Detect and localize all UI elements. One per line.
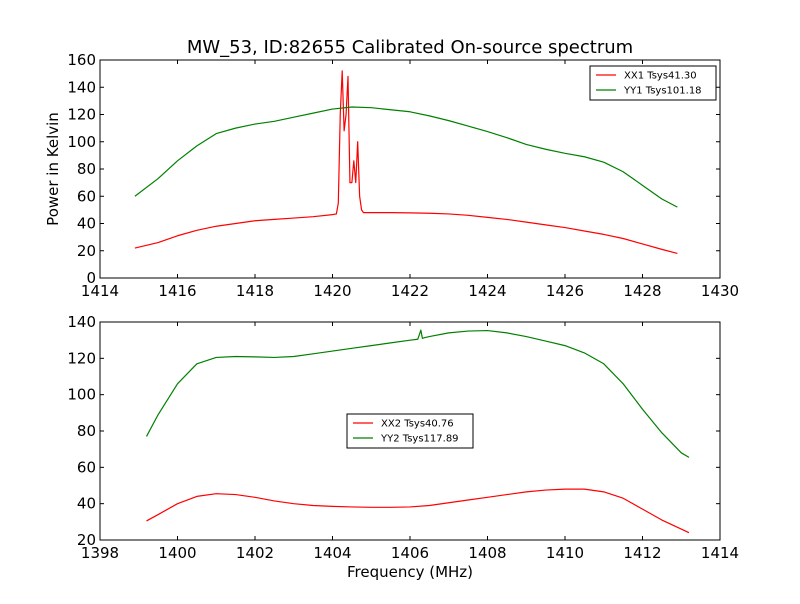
y-axis-label: Power in Kelvin — [44, 112, 62, 226]
legend-label-1: XX1 Tsys41.30 — [624, 71, 697, 82]
x-tick-label: 1416 — [158, 282, 196, 300]
y-tick-label: 20 — [77, 531, 96, 549]
legend-label-2: YY2 Tsys117.89 — [380, 434, 459, 445]
x-tick-label: 1412 — [623, 544, 661, 562]
series-line-2 — [145, 329, 690, 458]
y-tick-label: 140 — [67, 78, 96, 96]
x-tick-label: 1424 — [468, 282, 506, 300]
y-tick-label: 40 — [77, 495, 96, 513]
y-tick-label: 60 — [77, 458, 96, 476]
legend: XX2 Tsys40.76 YY2 Tsys117.89 — [346, 413, 474, 449]
series-line-1 — [146, 488, 690, 534]
x-tick-label: 1406 — [391, 544, 429, 562]
x-tick-label: 1408 — [468, 544, 506, 562]
chart-panel-1: 1414 1416 1418 1420 1422 1424 1426 1428 1430 0 20 4… — [44, 37, 739, 300]
x-tick-label: 1414 — [81, 282, 119, 300]
x-axis-label: Frequency (MHz) — [347, 563, 473, 581]
y-tick-label: 140 — [67, 313, 96, 331]
legend-box — [589, 65, 717, 101]
series-line-2 — [134, 106, 678, 208]
x-tick-label: 1430 — [701, 282, 739, 300]
y-tick-label: 100 — [67, 133, 96, 151]
legend-box — [346, 413, 474, 449]
y-tick-label: 120 — [67, 349, 96, 367]
x-tick-label: 1418 — [236, 282, 274, 300]
y-tick-label: 60 — [77, 187, 96, 205]
legend: XX1 Tsys41.30 YY1 Tsys101.18 — [589, 65, 717, 101]
y-tick-label: 160 — [67, 51, 96, 69]
x-tick-label: 1410 — [546, 544, 584, 562]
legend-label-1: XX2 Tsys40.76 — [381, 419, 454, 430]
y-tick-label: 100 — [67, 386, 96, 404]
y-tick-label: 80 — [77, 422, 96, 440]
y-tick-label: 40 — [77, 215, 96, 233]
legend-label-2: YY1 Tsys101.18 — [623, 86, 702, 97]
y-tick-label: 20 — [77, 242, 96, 260]
x-tick-label: 1428 — [623, 282, 661, 300]
x-tick-label: 1398 — [81, 544, 119, 562]
x-tick-label: 1426 — [546, 282, 584, 300]
series-line-1 — [134, 70, 678, 255]
x-tick-label: 1422 — [391, 282, 429, 300]
x-tick-label: 1414 — [701, 544, 739, 562]
x-tick-label: 1402 — [236, 544, 274, 562]
y-tick-label: 0 — [86, 269, 96, 287]
chart-panel-2: 1398 1400 1402 1404 1406 1408 1410 1412 1414 20 40… — [67, 313, 739, 581]
y-tick-label: 120 — [67, 106, 96, 124]
x-tick-label: 1400 — [158, 544, 196, 562]
x-tick-label: 1404 — [313, 544, 351, 562]
x-tick-label: 1420 — [313, 282, 351, 300]
chart-title: MW_53, ID:82655 Calibrated On-source spe… — [187, 37, 633, 58]
y-tick-label: 80 — [77, 160, 96, 178]
